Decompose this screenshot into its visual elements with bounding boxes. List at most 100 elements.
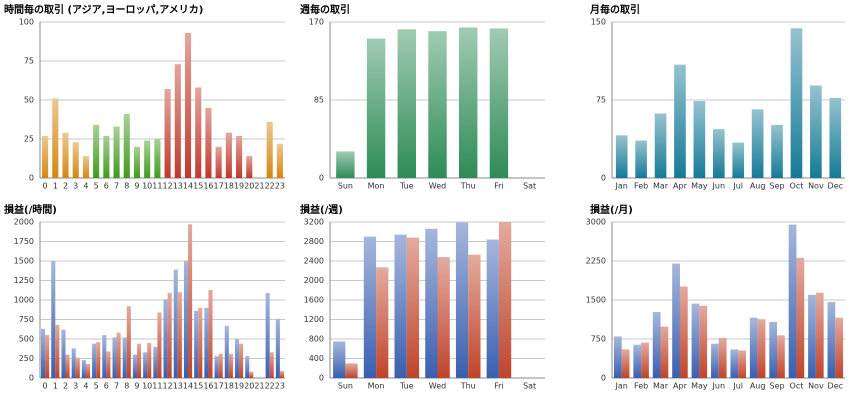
bar: [455, 222, 469, 378]
x-tick-label: 2: [63, 382, 68, 391]
y-tick-label: 750: [591, 335, 606, 344]
bar: [245, 356, 250, 378]
x-tick-label: Sep: [770, 182, 785, 191]
y-tick-label: 0: [319, 374, 324, 383]
bar: [157, 312, 162, 378]
bar: [133, 146, 141, 178]
bar: [236, 135, 243, 178]
bar: [738, 350, 746, 378]
x-tick-label: Apr: [673, 382, 688, 391]
bar: [61, 329, 66, 378]
x-tick-label: 20: [244, 182, 254, 191]
bar: [132, 354, 137, 378]
x-tick-label: Nov: [808, 382, 824, 391]
bar: [116, 332, 121, 378]
x-tick-label: 5: [94, 382, 99, 391]
bar: [333, 341, 346, 378]
bar: [712, 129, 725, 178]
x-tick-label: Feb: [634, 182, 648, 191]
bar: [757, 319, 766, 378]
bar: [425, 228, 438, 378]
x-tick-label: 9: [134, 182, 139, 191]
chart-title: 損益(/週): [300, 203, 343, 216]
x-tick-label: 13: [173, 182, 183, 191]
bar: [718, 337, 727, 378]
y-tick-label: 0: [29, 374, 34, 383]
bar: [635, 140, 647, 178]
bar: [81, 360, 86, 378]
y-tick-label: 400: [309, 354, 324, 363]
bar: [345, 363, 358, 378]
bar: [249, 371, 254, 378]
y-tick-label: 800: [309, 335, 324, 344]
x-tick-label: 9: [134, 382, 139, 391]
x-tick-label: 11: [152, 182, 162, 191]
y-tick-label: 0: [601, 174, 606, 183]
y-tick-label: 75: [596, 96, 606, 105]
bar: [41, 328, 46, 378]
bar: [55, 324, 60, 378]
bar: [394, 234, 407, 378]
bar: [92, 343, 97, 378]
bar: [195, 87, 202, 178]
y-tick-label: 1750: [14, 237, 34, 246]
bar: [173, 269, 178, 378]
bar: [224, 325, 229, 378]
x-tick-label: Wed: [429, 182, 446, 191]
chart-title: 時間毎の取引 (アジア,ヨーロッパ,アメリカ): [4, 3, 203, 16]
bar: [769, 321, 778, 378]
bar: [154, 139, 161, 178]
x-tick-label: 0: [43, 382, 48, 391]
y-tick-label: 250: [19, 354, 34, 363]
x-tick-label: 17: [214, 182, 224, 191]
x-tick-label: 21: [254, 182, 264, 191]
bar: [336, 151, 355, 178]
y-tick-label: 1600: [304, 296, 324, 305]
bar: [827, 302, 836, 378]
x-tick-label: Fri: [494, 182, 504, 191]
bar: [397, 29, 416, 179]
x-tick-label: 14: [183, 182, 193, 191]
x-tick-label: 2: [63, 182, 68, 191]
bar: [790, 28, 803, 178]
x-tick-label: Mar: [653, 182, 669, 191]
chart-title: 損益(/月): [590, 203, 633, 216]
x-tick-label: 22: [265, 182, 275, 191]
bar: [279, 370, 284, 378]
x-tick-label: Thu: [460, 182, 476, 191]
bar: [218, 353, 223, 378]
bar: [188, 224, 193, 378]
x-tick-label: Jun: [712, 182, 726, 191]
x-tick-label: Jan: [615, 382, 628, 391]
bar: [225, 132, 232, 178]
bar: [275, 318, 280, 378]
bar: [265, 292, 270, 378]
bar: [71, 348, 76, 378]
x-tick-label: 7: [114, 382, 119, 391]
bar: [777, 335, 785, 378]
bar: [613, 336, 622, 378]
y-tick-label: 3200: [304, 218, 324, 227]
x-tick-label: Jan: [615, 182, 628, 191]
bar: [276, 143, 283, 178]
bar: [62, 132, 69, 178]
bar: [205, 107, 212, 178]
bar: [749, 317, 758, 378]
bar: [102, 335, 107, 378]
bar: [123, 114, 130, 178]
bar: [679, 286, 688, 378]
x-tick-label: Mar: [653, 382, 669, 391]
y-tick-label: 1500: [14, 257, 34, 266]
x-tick-label: Nov: [808, 182, 824, 191]
x-tick-label: Jul: [732, 382, 743, 391]
bar: [366, 38, 386, 179]
y-tick-label: 1250: [14, 276, 34, 285]
x-tick-label: Jul: [732, 182, 743, 191]
x-tick-label: 3: [73, 382, 78, 391]
bar: [164, 89, 171, 178]
bar: [234, 339, 240, 378]
x-tick-label: 18: [224, 182, 234, 191]
x-tick-label: 4: [83, 182, 88, 191]
bar: [96, 342, 101, 378]
bar: [459, 27, 478, 178]
